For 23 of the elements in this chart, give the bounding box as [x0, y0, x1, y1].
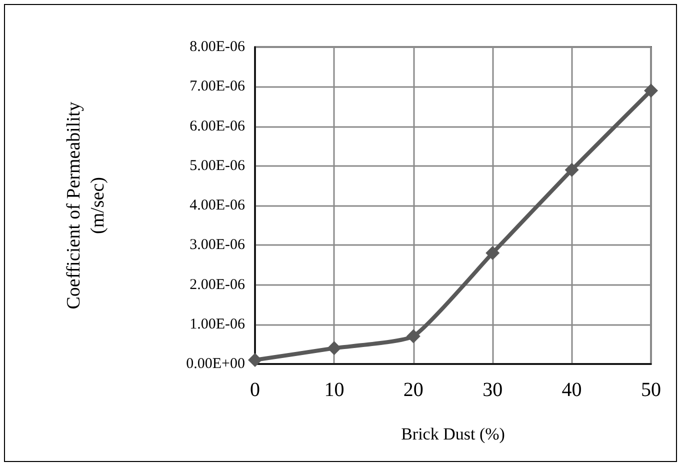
point [644, 84, 658, 98]
x-tick-label: 10 [324, 379, 344, 401]
x-axis-title: Brick Dust (%) [401, 424, 505, 444]
x-tick-label: 40 [562, 379, 582, 401]
point [564, 162, 579, 177]
y-tick-label: 8.00E-06 [190, 39, 246, 55]
y-tick-label: 1.00E-06 [190, 316, 246, 332]
y-tick-label: 3.00E-06 [190, 237, 246, 254]
point [406, 329, 420, 344]
point [248, 353, 262, 368]
y-tick-label: 0.00E+00 [186, 356, 245, 372]
point [327, 341, 342, 356]
x-tick-label: 30 [482, 379, 503, 401]
y-tick-label: 4.00E-06 [190, 198, 246, 214]
x-tick-label: 0 [250, 379, 260, 401]
x-tick-label: 50 [641, 379, 661, 401]
point [486, 246, 500, 260]
x-tick-label: 20 [403, 379, 424, 401]
y-tick-label: 5.00E-06 [190, 158, 246, 174]
y-tick-label: 2.00E-06 [190, 276, 246, 293]
y-tick-label: 7.00E-06 [190, 78, 246, 95]
y-axis-title: Coefficient of Permeability (m/sec) [64, 101, 108, 310]
y-tick-label: 6.00E-06 [190, 118, 246, 134]
